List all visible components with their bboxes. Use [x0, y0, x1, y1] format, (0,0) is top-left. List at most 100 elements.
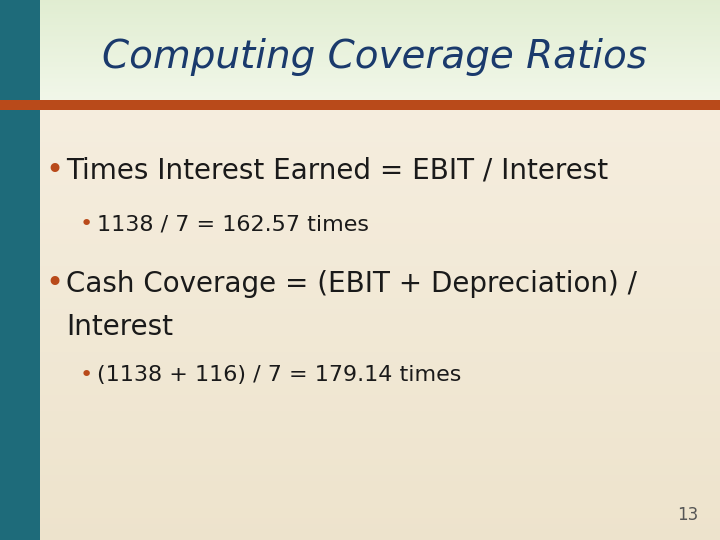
Bar	[0, 185, 720, 190]
Bar	[0, 131, 720, 137]
Bar	[0, 108, 720, 110]
Bar	[0, 78, 720, 79]
Bar	[0, 180, 720, 185]
Bar	[0, 411, 720, 416]
Bar	[0, 8, 720, 10]
Bar	[0, 244, 720, 249]
Bar	[0, 0, 720, 2]
Bar	[0, 107, 720, 108]
Bar	[0, 105, 720, 107]
Bar	[0, 100, 720, 110]
Bar	[0, 26, 720, 28]
Bar	[0, 228, 720, 233]
Bar	[0, 89, 720, 90]
Bar	[0, 212, 720, 217]
Bar	[0, 81, 720, 82]
Bar	[0, 52, 720, 53]
Bar	[0, 25, 720, 26]
Bar	[0, 22, 720, 23]
Bar	[0, 115, 720, 120]
Bar	[0, 10, 720, 11]
Bar	[0, 72, 720, 74]
Bar	[0, 271, 720, 276]
Bar	[0, 104, 720, 105]
Bar	[0, 53, 720, 55]
Bar	[0, 137, 720, 142]
Bar	[0, 314, 720, 320]
Bar	[0, 86, 720, 87]
Bar	[0, 60, 720, 62]
Bar	[0, 67, 720, 69]
Bar	[0, 63, 720, 64]
Bar	[0, 465, 720, 470]
Bar	[0, 201, 720, 206]
Bar	[0, 164, 720, 169]
Text: •: •	[80, 214, 93, 234]
Bar	[0, 400, 720, 406]
Bar	[0, 470, 720, 475]
Bar	[0, 34, 720, 36]
Bar	[0, 0, 40, 540]
Bar	[0, 93, 720, 94]
Bar	[0, 100, 720, 102]
Bar	[0, 37, 720, 38]
Bar	[0, 325, 720, 330]
Bar	[0, 282, 720, 287]
Bar	[0, 147, 720, 153]
Bar	[0, 11, 720, 12]
Bar	[0, 266, 720, 271]
Bar	[0, 77, 720, 78]
Bar	[0, 368, 720, 373]
Bar	[0, 66, 720, 67]
Bar	[0, 142, 720, 147]
Bar	[0, 21, 720, 22]
Bar	[0, 31, 720, 33]
Bar	[0, 508, 720, 513]
Bar	[0, 169, 720, 174]
Bar	[0, 529, 720, 535]
Bar	[0, 85, 720, 86]
Bar	[0, 303, 720, 309]
Bar	[0, 64, 720, 66]
Bar	[0, 62, 720, 63]
Bar	[0, 535, 720, 540]
Bar	[0, 4, 720, 5]
Bar	[0, 74, 720, 76]
Bar	[0, 309, 720, 314]
Bar	[0, 97, 720, 99]
Bar	[0, 103, 720, 104]
Bar	[0, 49, 720, 51]
Bar	[0, 518, 720, 524]
Bar	[0, 19, 720, 21]
Bar	[0, 438, 720, 443]
Bar	[0, 174, 720, 180]
Bar	[0, 40, 720, 41]
Bar	[0, 449, 720, 454]
Bar	[0, 56, 720, 58]
Bar	[0, 320, 720, 325]
Bar	[0, 330, 720, 335]
Bar	[0, 260, 720, 266]
Bar	[0, 217, 720, 222]
Bar	[0, 454, 720, 460]
Bar	[0, 90, 720, 92]
Bar	[0, 433, 720, 438]
Bar	[0, 373, 720, 379]
Bar	[0, 71, 720, 72]
Bar	[0, 362, 720, 368]
Text: •: •	[80, 365, 93, 386]
Bar	[0, 2, 720, 3]
Bar	[0, 239, 720, 244]
Bar	[0, 87, 720, 89]
Bar	[0, 379, 720, 384]
Bar	[0, 30, 720, 31]
Bar	[0, 427, 720, 433]
Bar	[0, 481, 720, 486]
Bar	[0, 58, 720, 59]
Bar	[0, 12, 720, 14]
Bar	[0, 233, 720, 239]
Bar	[0, 51, 720, 52]
Bar	[0, 357, 720, 362]
Bar	[0, 41, 720, 43]
Bar	[0, 28, 720, 29]
